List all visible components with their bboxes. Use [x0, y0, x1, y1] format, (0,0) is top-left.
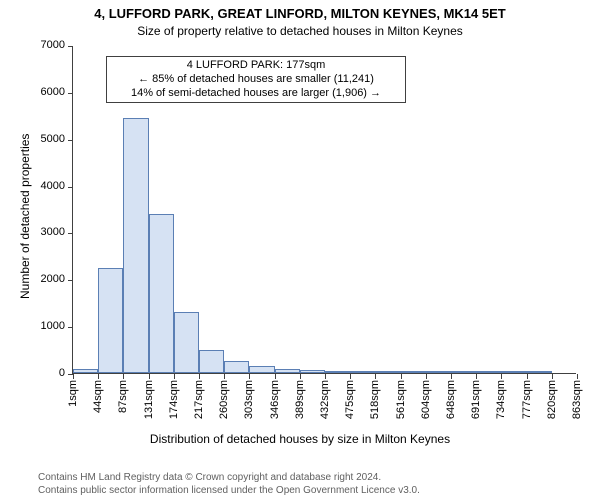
y-axis-label: Number of detached properties: [18, 133, 32, 298]
histogram-bar: [275, 369, 300, 373]
y-tick-label: 5000: [41, 133, 73, 145]
x-tick-label: 44sqm: [92, 380, 104, 413]
y-tick-label: 3000: [41, 226, 73, 238]
histogram-bar: [98, 268, 123, 373]
chart-title: 4, LUFFORD PARK, GREAT LINFORD, MILTON K…: [0, 6, 600, 21]
y-tick-label: 7000: [41, 39, 73, 51]
x-tick-label: 131sqm: [143, 380, 155, 419]
annotation-line: 4 LUFFORD PARK: 177sqm: [111, 59, 401, 73]
x-tick-label: 260sqm: [218, 380, 230, 419]
y-tick: 1000: [73, 327, 577, 328]
y-tick: 5000: [73, 140, 577, 141]
chart-subtitle: Size of property relative to detached ho…: [0, 24, 600, 38]
y-tick: 2000: [73, 280, 577, 281]
histogram-bar: [300, 370, 325, 373]
y-tick-label: 6000: [41, 86, 73, 98]
x-tick-label: 863sqm: [571, 380, 583, 419]
histogram-bar: [527, 371, 552, 373]
histogram-bar: [224, 361, 249, 373]
histogram-bar: [249, 366, 274, 373]
x-tick-label: 561sqm: [395, 380, 407, 419]
histogram-bar: [476, 371, 501, 373]
histogram-bar: [123, 118, 148, 373]
histogram-bar: [501, 371, 526, 373]
y-tick: 4000: [73, 187, 577, 188]
footer-line-1: Contains HM Land Registry data © Crown c…: [38, 472, 381, 483]
x-tick-label: 518sqm: [369, 380, 381, 419]
histogram-bar: [350, 371, 375, 373]
histogram-bar: [199, 350, 224, 373]
y-tick-label: 4000: [41, 180, 73, 192]
histogram-bar: [73, 369, 98, 373]
histogram-bar: [149, 214, 174, 373]
annotation-box: 4 LUFFORD PARK: 177sqm ← 85% of detached…: [106, 56, 406, 103]
x-tick-label: 1sqm: [67, 380, 79, 407]
x-axis-label: Distribution of detached houses by size …: [0, 432, 600, 446]
histogram-bar: [426, 371, 451, 373]
x-tick-label: 432sqm: [319, 380, 331, 419]
x-tick-label: 346sqm: [269, 380, 281, 419]
x-tick-label: 217sqm: [193, 380, 205, 419]
y-tick-label: 0: [59, 367, 73, 379]
x-tick-label: 174sqm: [168, 380, 180, 419]
histogram-bar: [325, 371, 350, 373]
annotation-line: ← 85% of detached houses are smaller (11…: [111, 73, 401, 87]
y-tick-label: 2000: [41, 273, 73, 285]
y-tick: 3000: [73, 233, 577, 234]
y-tick-label: 1000: [41, 320, 73, 332]
x-tick-label: 604sqm: [420, 380, 432, 419]
x-tick-label: 87sqm: [117, 380, 129, 413]
histogram-chart: 4, LUFFORD PARK, GREAT LINFORD, MILTON K…: [0, 0, 600, 500]
x-tick-label: 777sqm: [521, 380, 533, 419]
histogram-bar: [451, 371, 476, 373]
x-tick-label: 820sqm: [546, 380, 558, 419]
x-tick-label: 734sqm: [495, 380, 507, 419]
x-tick-label: 691sqm: [470, 380, 482, 419]
y-tick: 7000: [73, 46, 577, 47]
x-tick-label: 648sqm: [445, 380, 457, 419]
x-tick-label: 389sqm: [294, 380, 306, 419]
histogram-bar: [401, 371, 426, 373]
footer-line-2: Contains public sector information licen…: [38, 485, 420, 496]
histogram-bar: [375, 371, 400, 373]
x-tick-label: 303sqm: [243, 380, 255, 419]
annotation-line: 14% of semi-detached houses are larger (…: [111, 87, 401, 101]
x-tick-label: 475sqm: [344, 380, 356, 419]
histogram-bar: [174, 312, 199, 373]
